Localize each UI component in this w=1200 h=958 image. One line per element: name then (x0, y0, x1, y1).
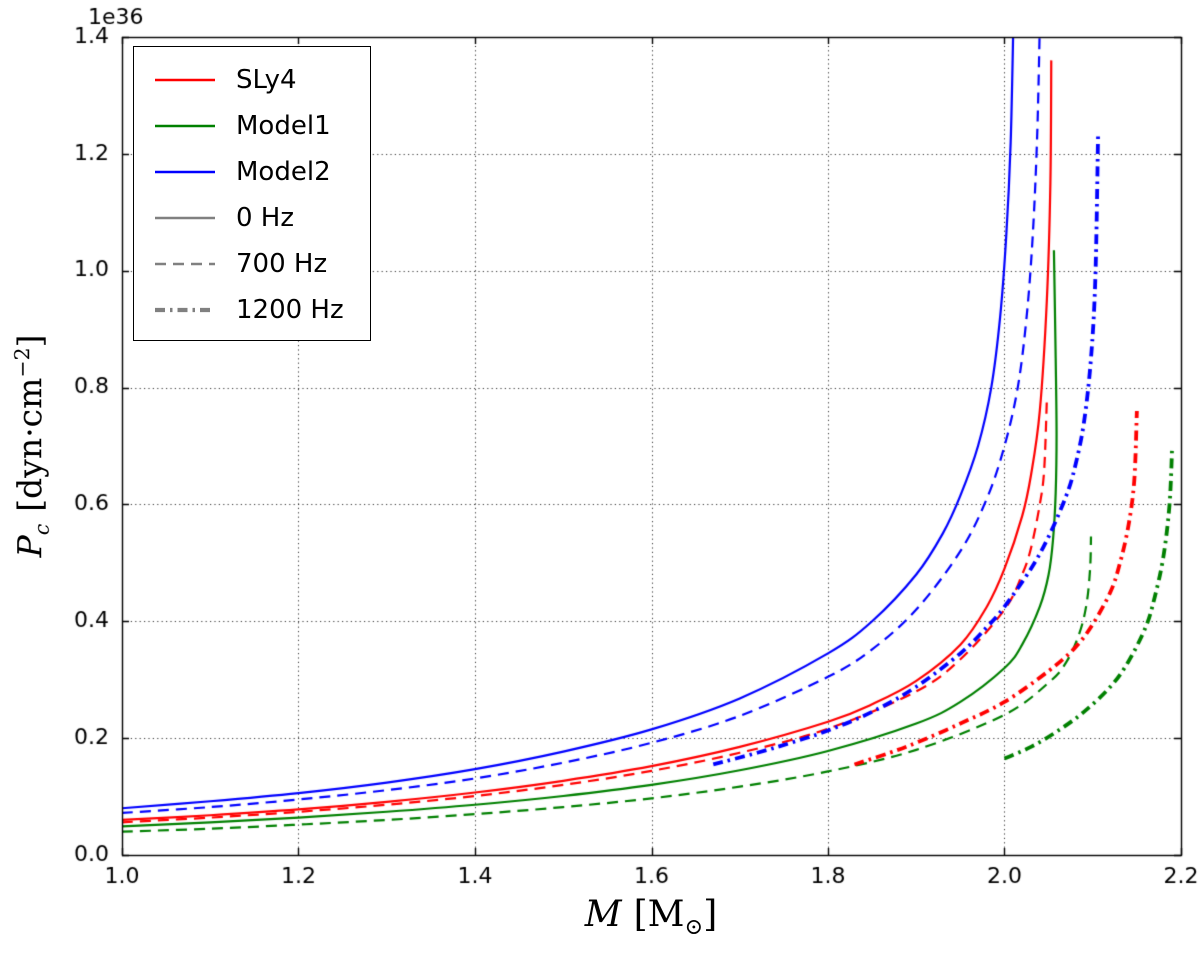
x-axis-unit: [M (633, 893, 685, 935)
legend-entry: 700 Hz (154, 247, 344, 280)
legend-label: SLy4 (236, 64, 297, 95)
legend-line-sample-icon (155, 307, 215, 312)
legend-line-sample-icon (155, 124, 215, 127)
legend-label: 0 Hz (236, 202, 295, 233)
legend-label: 700 Hz (236, 248, 328, 279)
legend-label: 1200 Hz (236, 294, 344, 325)
legend-line-sample-icon (155, 78, 215, 81)
legend-line-sample-icon (155, 170, 215, 173)
legend-label: Model1 (236, 110, 331, 141)
x-axis-unit-close: ] (703, 893, 718, 935)
x-axis-unit-subscript: ⊙ (684, 914, 704, 941)
legend-entry: Model2 (154, 155, 344, 188)
legend-entry: Model1 (154, 109, 344, 142)
y-axis-label: Pc [dyn·cm−2] (10, 335, 54, 558)
legend-entry: 0 Hz (154, 201, 344, 234)
y-axis-variable-subscript: c (29, 523, 54, 536)
legend-line-sample-icon (155, 262, 215, 265)
y-axis-unit-close: ] (10, 334, 50, 348)
legend-entry: 1200 Hz (154, 293, 344, 326)
legend: SLy4 Model1 Model2 0 Hz 700 Hz 1200 Hz (133, 46, 371, 341)
y-axis-unit: [dyn·cm (10, 377, 50, 512)
legend-label: Model2 (236, 156, 331, 187)
y-axis-unit-exponent: −2 (10, 347, 35, 378)
legend-entry: SLy4 (154, 63, 344, 96)
x-axis-label: M [M⊙] (585, 894, 718, 940)
legend-line-sample-icon (155, 216, 215, 219)
x-axis-variable: M (584, 893, 622, 935)
y-axis-variable: P (10, 535, 50, 558)
